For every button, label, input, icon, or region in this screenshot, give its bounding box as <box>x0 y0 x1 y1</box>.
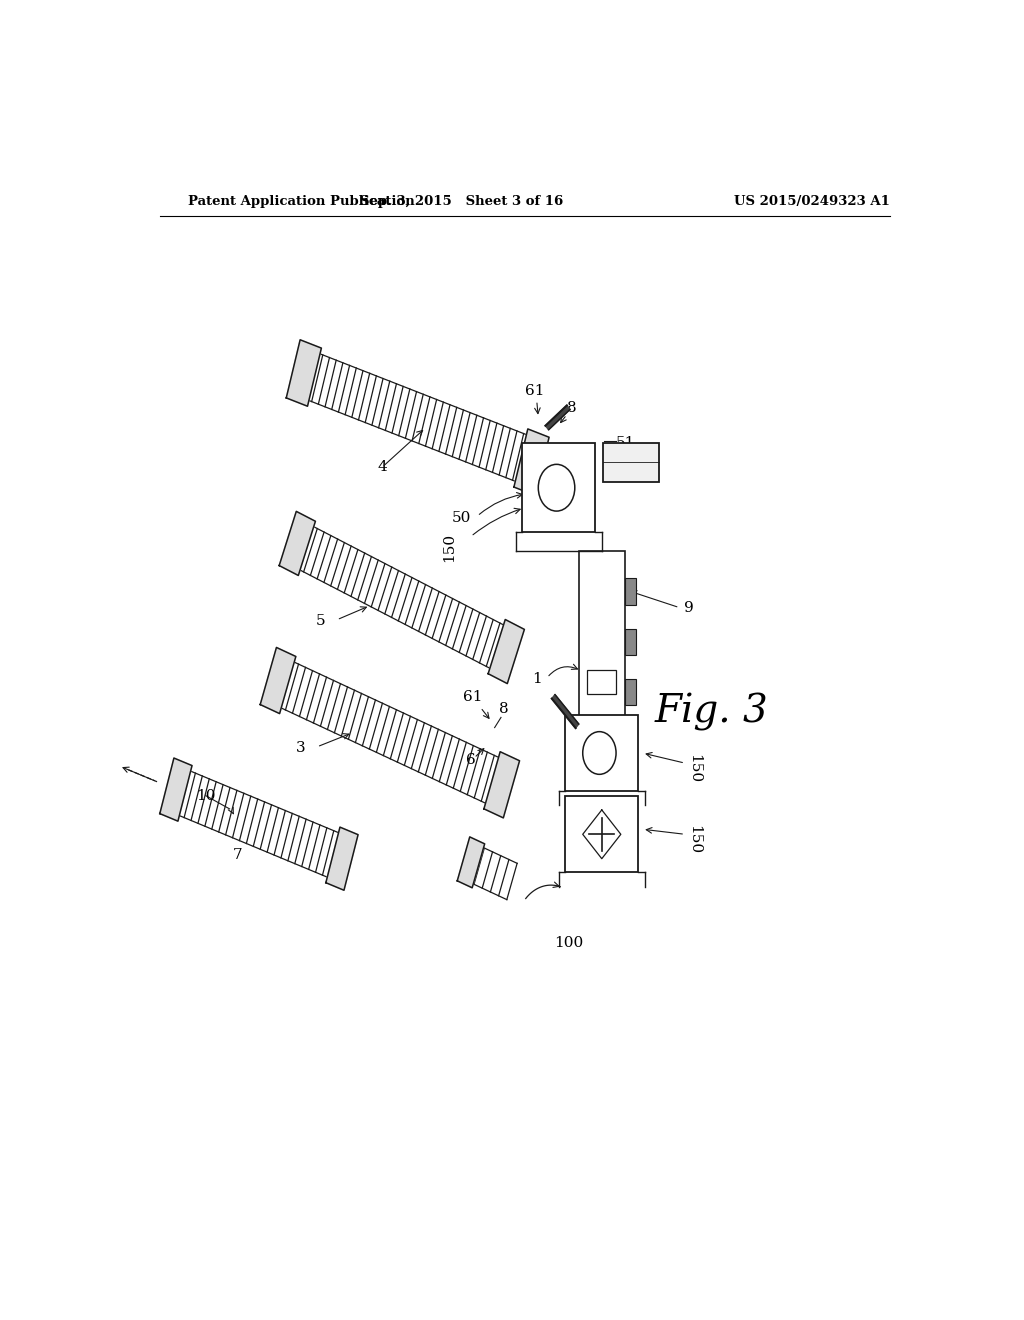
Bar <box>579 550 625 733</box>
Bar <box>625 630 636 656</box>
Polygon shape <box>546 405 570 430</box>
Text: 3: 3 <box>296 741 306 755</box>
Polygon shape <box>488 619 524 684</box>
Text: 51: 51 <box>616 436 636 450</box>
Text: 10: 10 <box>196 788 215 803</box>
Bar <box>603 444 658 482</box>
Text: 1: 1 <box>532 672 543 686</box>
Text: 61: 61 <box>464 690 483 704</box>
Text: 4: 4 <box>377 461 387 474</box>
Bar <box>522 444 595 532</box>
Bar <box>625 578 636 605</box>
Text: 8: 8 <box>500 702 509 717</box>
Text: 100: 100 <box>554 936 583 950</box>
Polygon shape <box>280 511 315 576</box>
Bar <box>588 669 616 694</box>
Text: 7: 7 <box>232 847 243 862</box>
Text: Sep. 3, 2015   Sheet 3 of 16: Sep. 3, 2015 Sheet 3 of 16 <box>359 194 563 207</box>
Polygon shape <box>326 828 358 890</box>
Text: 61: 61 <box>524 384 544 399</box>
Polygon shape <box>260 647 296 714</box>
Text: 150: 150 <box>442 533 457 562</box>
Polygon shape <box>484 751 519 818</box>
Bar <box>565 796 638 873</box>
Text: 8: 8 <box>567 400 577 414</box>
Text: 150: 150 <box>687 754 701 783</box>
Text: Fig. 3: Fig. 3 <box>654 693 768 731</box>
Polygon shape <box>458 837 484 888</box>
Text: Patent Application Publication: Patent Application Publication <box>187 194 415 207</box>
Polygon shape <box>287 339 322 407</box>
Text: 9: 9 <box>684 601 693 615</box>
Polygon shape <box>514 429 549 495</box>
Bar <box>565 715 638 791</box>
Text: 50: 50 <box>452 511 471 525</box>
Text: US 2015/0249323 A1: US 2015/0249323 A1 <box>734 194 890 207</box>
Polygon shape <box>160 758 193 821</box>
Text: 150: 150 <box>687 825 701 854</box>
Bar <box>625 678 636 705</box>
Polygon shape <box>552 694 579 729</box>
Text: 5: 5 <box>316 614 326 628</box>
Text: 6: 6 <box>466 754 476 767</box>
